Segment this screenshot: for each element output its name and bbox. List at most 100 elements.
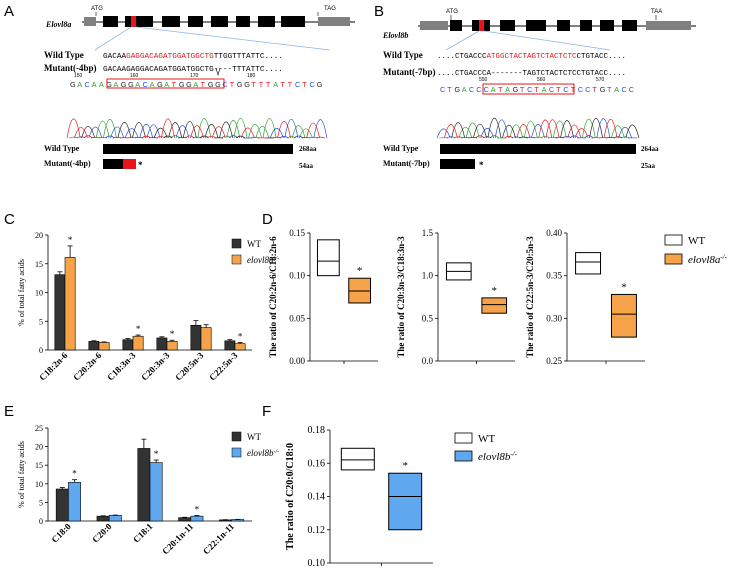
a-base-7: G [121, 80, 127, 89]
panel-label-e: E [4, 403, 14, 420]
chart-c-xtick-3: C20:3n-3 [139, 350, 172, 383]
a-base-0: G [70, 80, 76, 89]
chart-d1-ytick-label-1: 0.05 [289, 313, 305, 323]
chart-c-bar-elovl8a-3 [166, 341, 178, 351]
b-base-2: G [455, 85, 461, 94]
chart-d3-box-0 [575, 252, 602, 275]
chart-e-xtick-2: C18:1 [131, 521, 155, 545]
wt-seq-post-b: CTGTACC.... [577, 53, 627, 61]
chart-d3-ytick-label-3: 0.40 [546, 228, 562, 238]
chart-f-ytick-label-1: 0.12 [308, 525, 326, 536]
b-base-25: C [622, 85, 627, 94]
a-base-34: G [317, 80, 323, 89]
chart-c-star-2: * [136, 324, 141, 334]
bar-chart-e: 0 5 10 15 20 25 % of total fatty acids * C18:0 C2… [17, 424, 279, 556]
chart-c-bar-WT-5 [224, 340, 236, 351]
chart-e-ytick-label-1: 5 [39, 498, 43, 507]
sequence-alignment-a: Wild Type GACAAGAGGACAGATGGATGGCTGTTGGTT… [44, 50, 328, 139]
b-base-14: A [542, 85, 547, 94]
b-base-22: G [600, 85, 606, 94]
a-base-33: C [310, 80, 315, 89]
chart-e-xtick-3: C20:1n-11 [160, 521, 195, 556]
a-base-4: A [99, 80, 104, 89]
chart-d1-ytick-label-3: 0.15 [289, 228, 305, 238]
chart-c-bar-WT-0 [54, 274, 66, 351]
chart-c-legend-sup-1: -/- [274, 256, 280, 262]
a-base-27: T [266, 80, 271, 89]
prot-mut-label-b: Mutant(-7bp) [383, 159, 430, 168]
chart-e-ytick-label-3: 15 [35, 461, 43, 470]
chart-e-bar-WT-3 [178, 517, 192, 522]
panel-label-d: D [262, 211, 273, 228]
chromatogram-a [66, 117, 328, 139]
b-pos-0: 550 [479, 77, 488, 83]
chart-e-ylabel: % of total fatty acids [17, 441, 26, 508]
prot-mut-len-a: 54aa [299, 162, 314, 170]
a-base-1: A [77, 80, 82, 89]
b-base-6: C [484, 85, 489, 94]
chart-c-star-3: * [170, 329, 175, 339]
panel-label-c: C [4, 211, 15, 228]
chart-c-ytick-label-1: 5 [39, 317, 43, 326]
chart-d3-ytick-label-1: 0.30 [546, 313, 562, 323]
b-base-5: C [476, 85, 481, 94]
chart-c-bar-elovl8a-4 [200, 327, 212, 351]
chart-c-bar-elovl8a-1 [98, 342, 110, 351]
b-trace-1 [436, 118, 637, 139]
chart-e-legend-label-1: elovl8b-/- [247, 448, 279, 458]
prot-star-a: * [138, 160, 143, 170]
legend-f: WT elovl8b-/- [454, 432, 518, 463]
chart-e-xtick-0: C18:0 [49, 521, 73, 545]
a-base-21: C [222, 80, 227, 89]
b-base-4: C [469, 85, 474, 94]
wt-seq-red-a: GAGGACAGATGGATGGCTG [126, 53, 214, 61]
chart-c-bar-WT-4 [190, 324, 202, 351]
chart-c-legend-swatch-1 [231, 254, 242, 265]
chart-c-bar-WT-3 [156, 337, 168, 351]
a-base-14: T [172, 80, 177, 89]
a-base-8: G [128, 80, 134, 89]
a-base-3: A [92, 80, 97, 89]
a-base-24: G [244, 80, 250, 89]
a-base-18: T [201, 80, 206, 89]
a-base-19: G [208, 80, 214, 89]
wt-seq-post-a: TTGGTTTATTC.... [214, 53, 283, 61]
chart-d1-ylabel: The ratio of C20:2n-6/C18:2n-6 [268, 236, 278, 358]
b-trace-0 [439, 118, 630, 139]
panel-label-b: B [374, 3, 384, 20]
a-base-22: T [230, 80, 235, 89]
tag-label-a: TAG [324, 6, 336, 12]
a-base-26: T [259, 80, 264, 89]
chart-d3-ytick-label-2: 0.35 [546, 271, 562, 281]
b-base-17: C [563, 85, 568, 94]
chart-e-ytick-label-4: 20 [35, 443, 43, 452]
taa-label-b: TAA [651, 9, 662, 15]
protein-bars-a: Wild Type 268aa Mutant(-4bp) * 54aa [44, 144, 317, 170]
mut-label-a: Mutant(-4bp) [44, 63, 97, 73]
chart-f-ytick-label-4: 0.18 [308, 425, 326, 436]
legend-swatch-wt-f [454, 432, 473, 444]
chart-d1-ytick-label-0: 0.00 [289, 356, 305, 366]
box-chart-d1: 0.00 0.05 0.10 0.15 The ratio of C20:2n-6/C1… [268, 228, 378, 366]
sequence-alignment-b: Wild Type ....CTGACCCATGGCTACTAGTCTACTCT… [383, 50, 640, 139]
prot-wt-len-a: 268aa [299, 145, 317, 153]
chart-e-bar-WT-1 [96, 515, 110, 522]
b-base-3: A [462, 85, 467, 94]
a-base-6: A [114, 80, 119, 89]
b-base-7: A [491, 85, 496, 94]
chart-d1-box-0 [316, 239, 340, 277]
b-base-10: G [513, 85, 519, 94]
a-pos-1: 160 [130, 73, 139, 79]
legend-wt-f: WT [478, 433, 495, 445]
chart-c-bar-WT-2 [122, 339, 134, 351]
a-base-29: T [281, 80, 286, 89]
chart-d2-ytick-label-0: 0.0 [422, 356, 434, 366]
b-pos-2: 570 [596, 77, 605, 83]
chart-f-star: * [402, 460, 408, 472]
chart-c-bar-elovl8a-2 [132, 335, 144, 351]
chart-c-star-0: * [68, 235, 73, 245]
gene-name-a: Elovl8a [45, 20, 71, 29]
